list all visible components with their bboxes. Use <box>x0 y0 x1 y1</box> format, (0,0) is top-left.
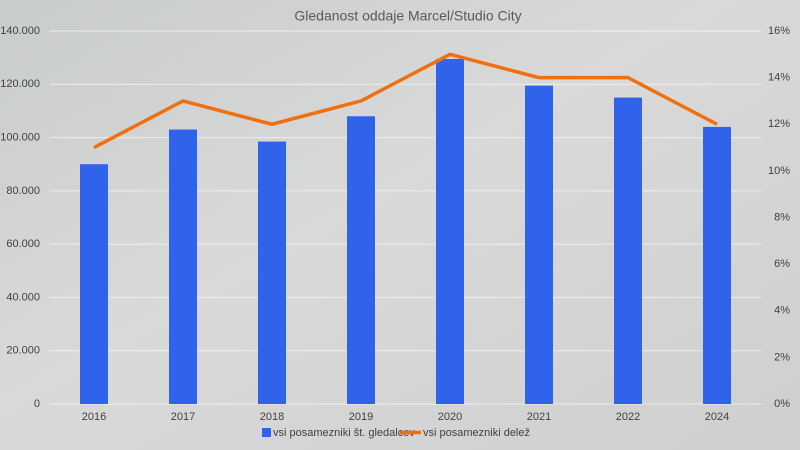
y-tick-label: 40.000 <box>6 291 40 303</box>
y-tick-label: 80.000 <box>6 185 40 197</box>
y2-tick-label: 12% <box>768 118 790 130</box>
y2-tick-label: 14% <box>768 72 790 84</box>
x-tick-label: 2022 <box>616 411 640 423</box>
y2-tick-label: 0% <box>774 398 790 410</box>
y-tick-label: 0 <box>34 398 40 410</box>
x-tick-label: 2021 <box>527 411 551 423</box>
bar <box>80 164 108 404</box>
y-tick-label: 140.000 <box>0 25 40 37</box>
y2-tick-label: 10% <box>768 165 790 177</box>
bar <box>436 58 464 404</box>
bar <box>614 97 642 404</box>
y-tick-label: 20.000 <box>6 345 40 357</box>
legend-label: vsi posamezniki št. gledalcev <box>273 427 415 439</box>
x-tick-label: 2018 <box>260 411 284 423</box>
y2-tick-label: 4% <box>774 305 790 317</box>
x-tick-label: 2016 <box>82 411 106 423</box>
x-tick-label: 2017 <box>171 411 195 423</box>
bar <box>525 85 553 404</box>
y2-tick-label: 8% <box>774 211 790 223</box>
y-tick-label: 100.000 <box>0 131 40 143</box>
bar <box>703 126 731 405</box>
x-tick-label: 2019 <box>349 411 373 423</box>
bar <box>258 141 286 404</box>
chart-title: Gledanost oddaje Marcel/Studio City <box>294 8 521 24</box>
y-tick-label: 120.000 <box>0 78 40 90</box>
x-tick-label: 2020 <box>438 411 462 423</box>
x-tick-label: 2024 <box>705 411 729 423</box>
line <box>93 52 718 150</box>
bar <box>347 116 375 404</box>
y2-tick-label: 2% <box>774 351 790 363</box>
bar <box>169 129 197 405</box>
y2-tick-label: 6% <box>774 258 790 270</box>
y-tick-label: 60.000 <box>6 238 40 250</box>
legend-label: vsi posamezniki delež <box>423 427 530 439</box>
legend-swatch <box>262 428 271 437</box>
y2-tick-label: 16% <box>768 25 790 37</box>
